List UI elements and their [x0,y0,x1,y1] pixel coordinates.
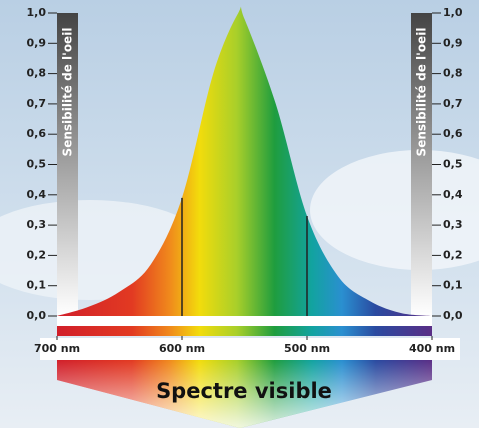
y-label-bar [57,13,78,316]
x-tick-label: 700 nm [34,342,80,355]
y-axis-label: Sensibilité de l'oeil [61,28,75,157]
x-tick-label: 500 nm [284,342,330,355]
y2-tick-label: 0,1 [443,279,463,292]
y2-tick-label: 0,0 [443,309,463,322]
y2-tick-label: 0,9 [443,36,463,49]
y-tick-label: 0,3 [27,218,47,231]
y2-label-bar [411,13,432,316]
y2-tick-label: 1,0 [443,6,463,19]
y-tick-label: 0,5 [27,158,47,171]
y-tick-label: 0,1 [27,279,47,292]
y2-tick-label: 0,7 [443,97,463,110]
caption: Spectre visible [156,379,332,403]
y-tick-label: 1,0 [27,6,47,19]
y-tick-label: 0,2 [27,248,47,261]
y-tick-label: 0,0 [27,309,47,322]
label-band [40,338,460,360]
y-tick-label: 0,6 [27,127,47,140]
x-tick-label: 600 nm [159,342,205,355]
y-tick-label: 0,4 [27,188,47,201]
y-tick-label: 0,7 [27,97,47,110]
spectrum-band [57,326,432,336]
y2-tick-label: 0,3 [443,218,463,231]
y-tick-label: 0,9 [27,36,47,49]
y2-axis-label: Sensibilité de l'oeil [415,28,429,157]
y2-tick-label: 0,4 [443,188,463,201]
y-tick-label: 0,8 [27,67,47,80]
y2-tick-label: 0,2 [443,248,463,261]
x-tick-label: 400 nm [409,342,455,355]
spectrum-arrow-fade [57,360,432,428]
y2-tick-label: 0,5 [443,158,463,171]
y2-tick-label: 0,8 [443,67,463,80]
sensitivity-area [57,6,432,317]
white-band [57,316,432,326]
cloud [310,150,479,270]
y2-tick-label: 0,6 [443,127,463,140]
